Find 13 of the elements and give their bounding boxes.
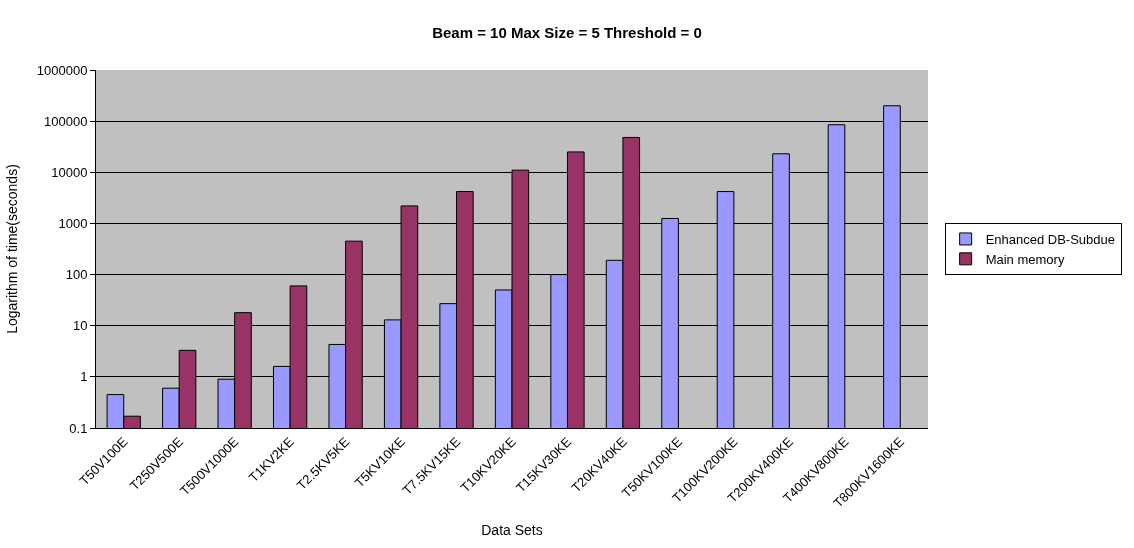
legend-label: Enhanced DB-Subdue bbox=[985, 232, 1116, 248]
chart-title: Beam = 10 Max Size = 5 Threshold = 0 bbox=[432, 23, 702, 41]
y-tick-label: 10 bbox=[72, 318, 88, 334]
x-axis-title: Data Sets bbox=[481, 522, 543, 539]
y-tick-label: 1000 bbox=[58, 215, 88, 231]
y-tick-label: 10000 bbox=[51, 164, 88, 180]
y-tick-label: 0.1 bbox=[69, 420, 88, 436]
y-tick-label: 1000000 bbox=[36, 62, 88, 78]
y-tick-label: 100000 bbox=[44, 113, 88, 129]
legend-label: Main memory bbox=[985, 251, 1065, 267]
y-axis-title: Logarithm of time(seconds) bbox=[4, 164, 21, 334]
y-tick-label: 100 bbox=[65, 267, 88, 283]
y-tick-label: 1 bbox=[80, 369, 88, 385]
